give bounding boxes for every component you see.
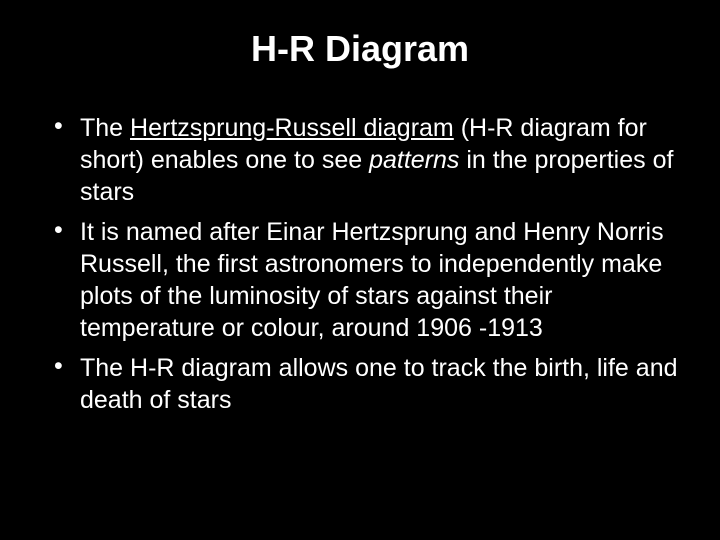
bullet-item: The H-R diagram allows one to track the … xyxy=(54,352,684,416)
bullet-item: It is named after Einar Hertzsprung and … xyxy=(54,216,684,344)
bullet-text-segment: patterns xyxy=(369,146,459,174)
bullet-list: The Hertzsprung-Russell diagram (H-R dia… xyxy=(36,112,684,416)
slide: H-R Diagram The Hertzsprung-Russell diag… xyxy=(0,0,720,540)
bullet-text-segment: Hertzsprung-Russell diagram xyxy=(130,114,454,142)
slide-title: H-R Diagram xyxy=(36,28,684,70)
bullet-text-segment: The H-R diagram allows one to track the … xyxy=(80,354,678,414)
bullet-text-segment: The xyxy=(80,114,130,142)
bullet-text-segment: It is named after Einar Hertzsprung and … xyxy=(80,218,664,342)
bullet-item: The Hertzsprung-Russell diagram (H-R dia… xyxy=(54,112,684,208)
